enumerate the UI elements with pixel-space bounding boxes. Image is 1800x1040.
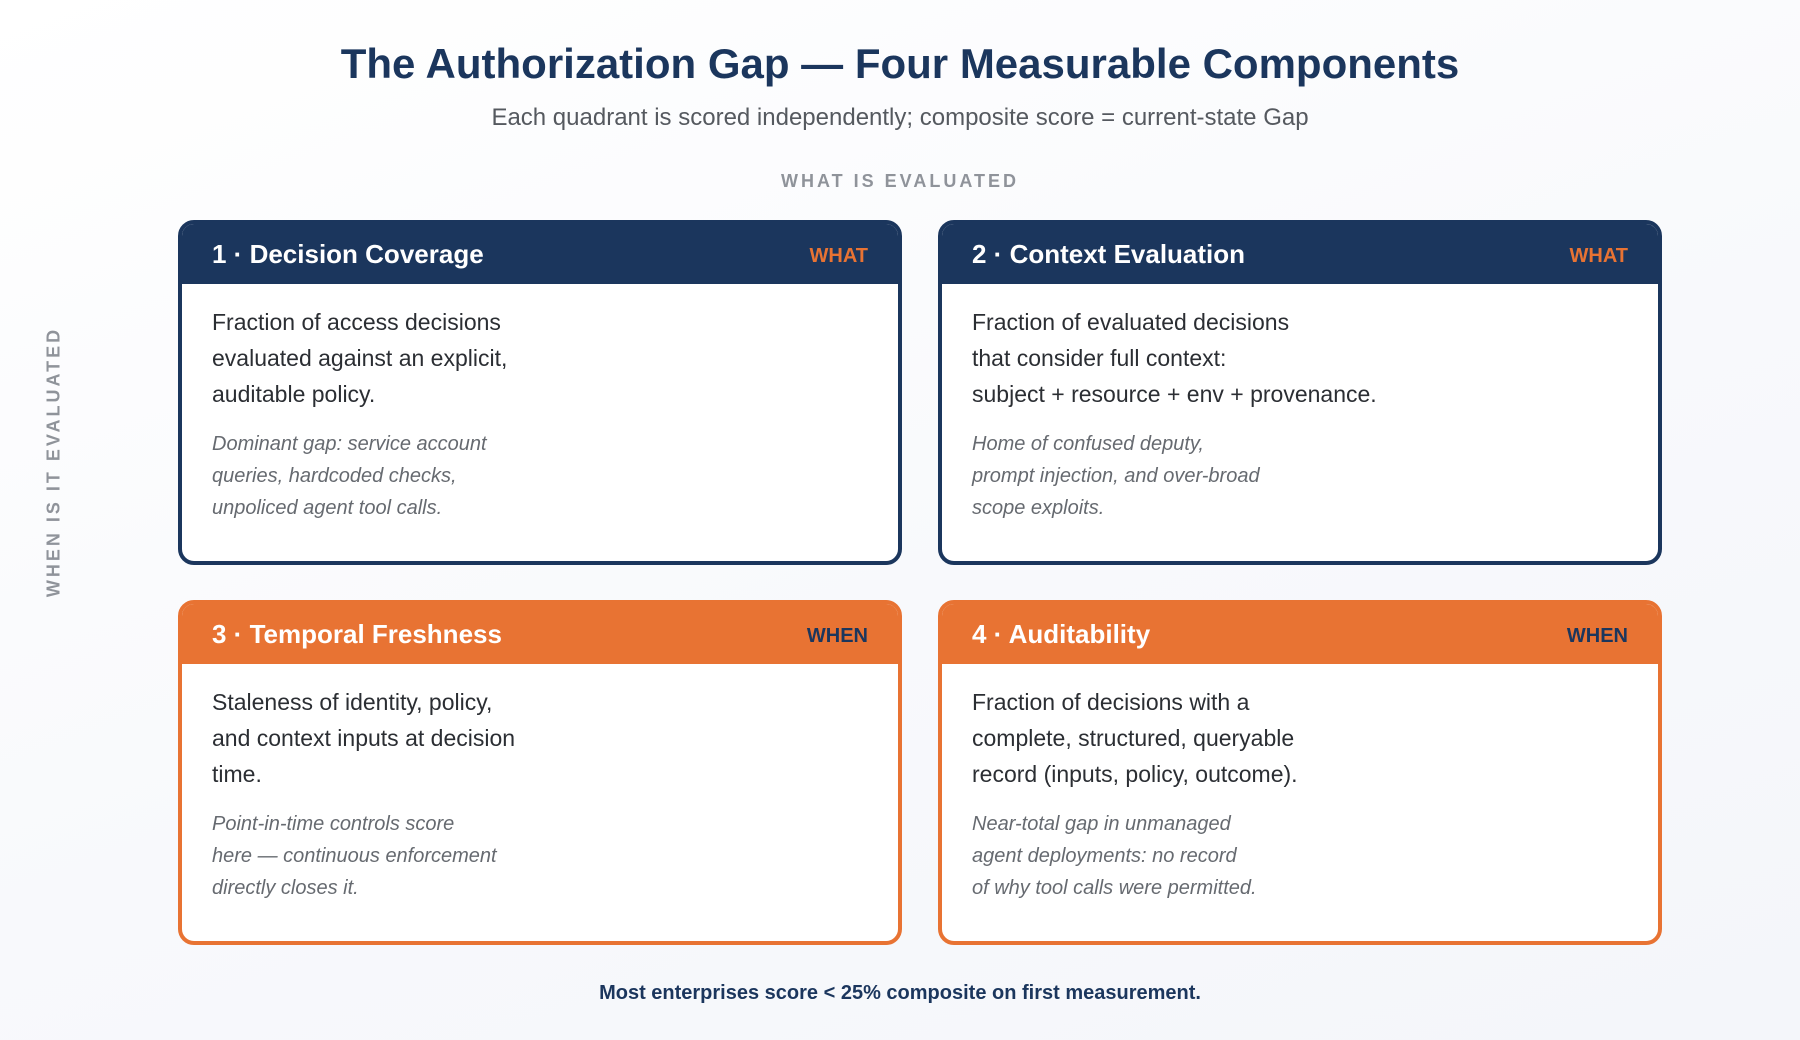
card-description: Fraction of access decisions evaluated a… xyxy=(212,304,868,412)
card-tag: WHAT xyxy=(809,244,869,267)
card-note-line: queries, hardcoded checks, xyxy=(212,465,457,487)
card-description-line: Fraction of decisions with a xyxy=(972,689,1250,715)
card-note-line: of why tool calls were permitted. xyxy=(972,877,1257,899)
page-subtitle: Each quadrant is scored independently; c… xyxy=(491,104,1309,131)
card-description-line: complete, structured, queryable xyxy=(972,725,1295,751)
page-title: The Authorization Gap — Four Measurable … xyxy=(340,40,1460,87)
card-description-line: subject + resource + env + provenance. xyxy=(972,381,1377,407)
card-description: Fraction of evaluated decisions that con… xyxy=(972,304,1628,412)
card-note-line: agent deployments: no record xyxy=(972,845,1237,867)
card-temporal-freshness: 3 · Temporal Freshness WHEN Staleness of… xyxy=(178,600,902,945)
card-note-line: Dominant gap: service account xyxy=(212,433,487,455)
axis-label-what: WHAT IS EVALUATED xyxy=(781,171,1019,191)
card-tag: WHEN xyxy=(806,624,868,647)
card-header: 4 · Auditability WHEN xyxy=(942,604,1658,664)
card-title: 2 · Context Evaluation xyxy=(972,238,1246,269)
card-body: Fraction of access decisions evaluated a… xyxy=(182,284,898,524)
card-note-line: prompt injection, and over-broad xyxy=(972,465,1260,487)
card-description: Fraction of decisions with a complete, s… xyxy=(972,684,1628,792)
card-header: 1 · Decision Coverage WHAT xyxy=(182,224,898,284)
card-description: Staleness of identity, policy, and conte… xyxy=(212,684,868,792)
card-description-line: Fraction of access decisions xyxy=(212,309,501,335)
card-note: Dominant gap: service account queries, h… xyxy=(212,428,868,524)
card-note-line: here — continuous enforcement xyxy=(212,845,497,867)
card-header: 2 · Context Evaluation WHAT xyxy=(942,224,1658,284)
card-note: Near-total gap in unmanaged agent deploy… xyxy=(972,808,1628,904)
card-description-line: and context inputs at decision xyxy=(212,725,516,751)
card-description-line: evaluated against an explicit, xyxy=(212,345,508,371)
card-description-line: that consider full context: xyxy=(972,345,1227,371)
card-body: Fraction of decisions with a complete, s… xyxy=(942,664,1658,904)
card-header: 3 · Temporal Freshness WHEN xyxy=(182,604,898,664)
card-body: Staleness of identity, policy, and conte… xyxy=(182,664,898,904)
card-context-evaluation: 2 · Context Evaluation WHAT Fraction of … xyxy=(938,220,1662,565)
card-note-line: unpoliced agent tool calls. xyxy=(212,497,443,519)
card-description-line: Staleness of identity, policy, xyxy=(212,689,493,715)
footer-note: Most enterprises score < 25% composite o… xyxy=(599,982,1201,1004)
card-description-line: auditable policy. xyxy=(212,381,376,407)
card-note-line: directly closes it. xyxy=(212,877,359,899)
card-auditability: 4 · Auditability WHEN Fraction of decisi… xyxy=(938,600,1662,945)
card-decision-coverage: 1 · Decision Coverage WHAT Fraction of a… xyxy=(178,220,902,565)
card-description-line: time. xyxy=(212,761,262,787)
axis-label-when: WHEN IS IT EVALUATED xyxy=(43,326,64,598)
card-title: 1 · Decision Coverage xyxy=(212,238,484,269)
card-body: Fraction of evaluated decisions that con… xyxy=(942,284,1658,524)
card-title: 3 · Temporal Freshness xyxy=(212,618,502,649)
card-note-line: Near-total gap in unmanaged xyxy=(972,813,1231,835)
card-tag: WHEN xyxy=(1566,624,1628,647)
card-note-line: Point-in-time controls score xyxy=(212,813,455,835)
card-note-line: scope exploits. xyxy=(972,497,1105,519)
card-note: Point-in-time controls score here — cont… xyxy=(212,808,868,904)
card-tag: WHAT xyxy=(1569,244,1629,267)
card-title: 4 · Auditability xyxy=(972,618,1151,649)
card-description-line: record (inputs, policy, outcome). xyxy=(972,761,1298,787)
card-note-line: Home of confused deputy, xyxy=(972,433,1204,455)
card-note: Home of confused deputy, prompt injectio… xyxy=(972,428,1628,524)
card-description-line: Fraction of evaluated decisions xyxy=(972,309,1290,335)
